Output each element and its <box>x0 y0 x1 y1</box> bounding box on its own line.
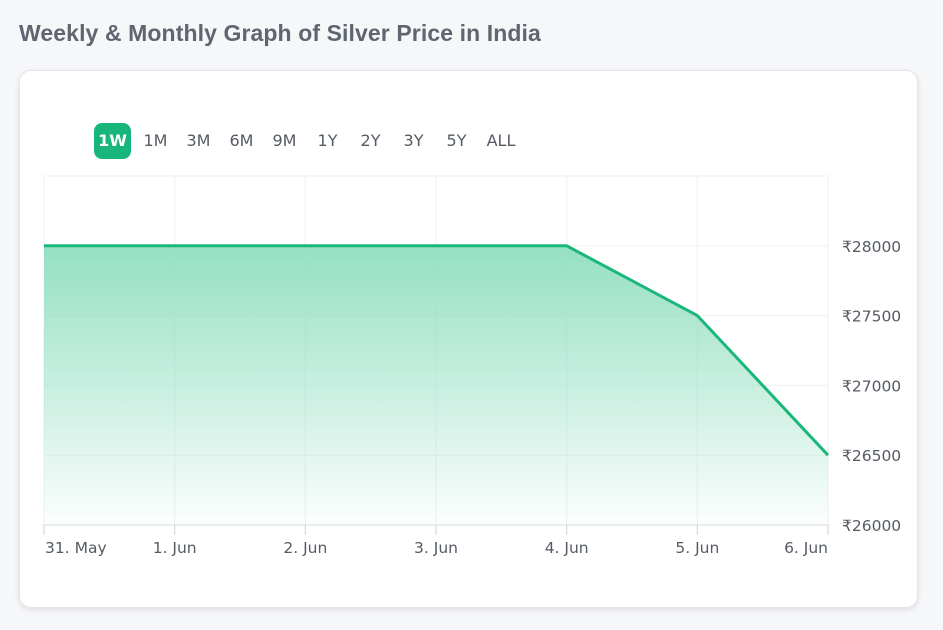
data-point[interactable] <box>302 243 308 249</box>
x-tick-label: 1. Jun <box>153 539 197 557</box>
range-button-1m[interactable]: 1M <box>143 131 168 150</box>
y-tick-label: ₹28000 <box>842 238 901 256</box>
range-button-6m[interactable]: 6M <box>229 131 254 150</box>
x-tick-label: 3. Jun <box>414 539 458 557</box>
x-tick-label: 2. Jun <box>283 539 327 557</box>
data-point[interactable] <box>433 243 439 249</box>
x-tick-label: 4. Jun <box>545 539 589 557</box>
x-tick-label: 31. May <box>45 539 107 557</box>
range-button-1y[interactable]: 1Y <box>317 131 338 150</box>
data-point[interactable] <box>172 243 178 249</box>
data-point[interactable] <box>694 313 700 319</box>
price-line <box>44 244 830 457</box>
range-button-5y[interactable]: 5Y <box>446 131 467 150</box>
range-button-all[interactable]: ALL <box>486 131 516 150</box>
page-title: Weekly & Monthly Graph of Silver Price i… <box>19 20 541 46</box>
range-button-3m[interactable]: 3M <box>186 131 211 150</box>
range-button-9m[interactable]: 9M <box>272 131 297 150</box>
range-button-1w[interactable]: 1W <box>94 123 131 159</box>
data-point[interactable] <box>564 243 570 249</box>
price-area-fill <box>44 245 828 526</box>
x-tick-label: 6. Jun <box>784 539 828 557</box>
x-tick-label: 5. Jun <box>675 539 719 557</box>
data-point[interactable] <box>825 452 831 458</box>
y-tick-label: ₹26000 <box>842 517 901 535</box>
y-tick-label: ₹27000 <box>842 377 901 395</box>
range-button-2y[interactable]: 2Y <box>360 131 381 150</box>
y-tick-label: ₹26500 <box>842 447 901 465</box>
data-point[interactable] <box>41 243 47 249</box>
range-button-3y[interactable]: 3Y <box>403 131 424 150</box>
y-tick-label: ₹27500 <box>842 308 901 326</box>
